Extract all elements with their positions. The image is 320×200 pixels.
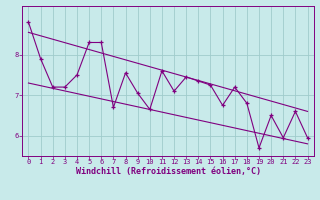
- X-axis label: Windchill (Refroidissement éolien,°C): Windchill (Refroidissement éolien,°C): [76, 167, 260, 176]
